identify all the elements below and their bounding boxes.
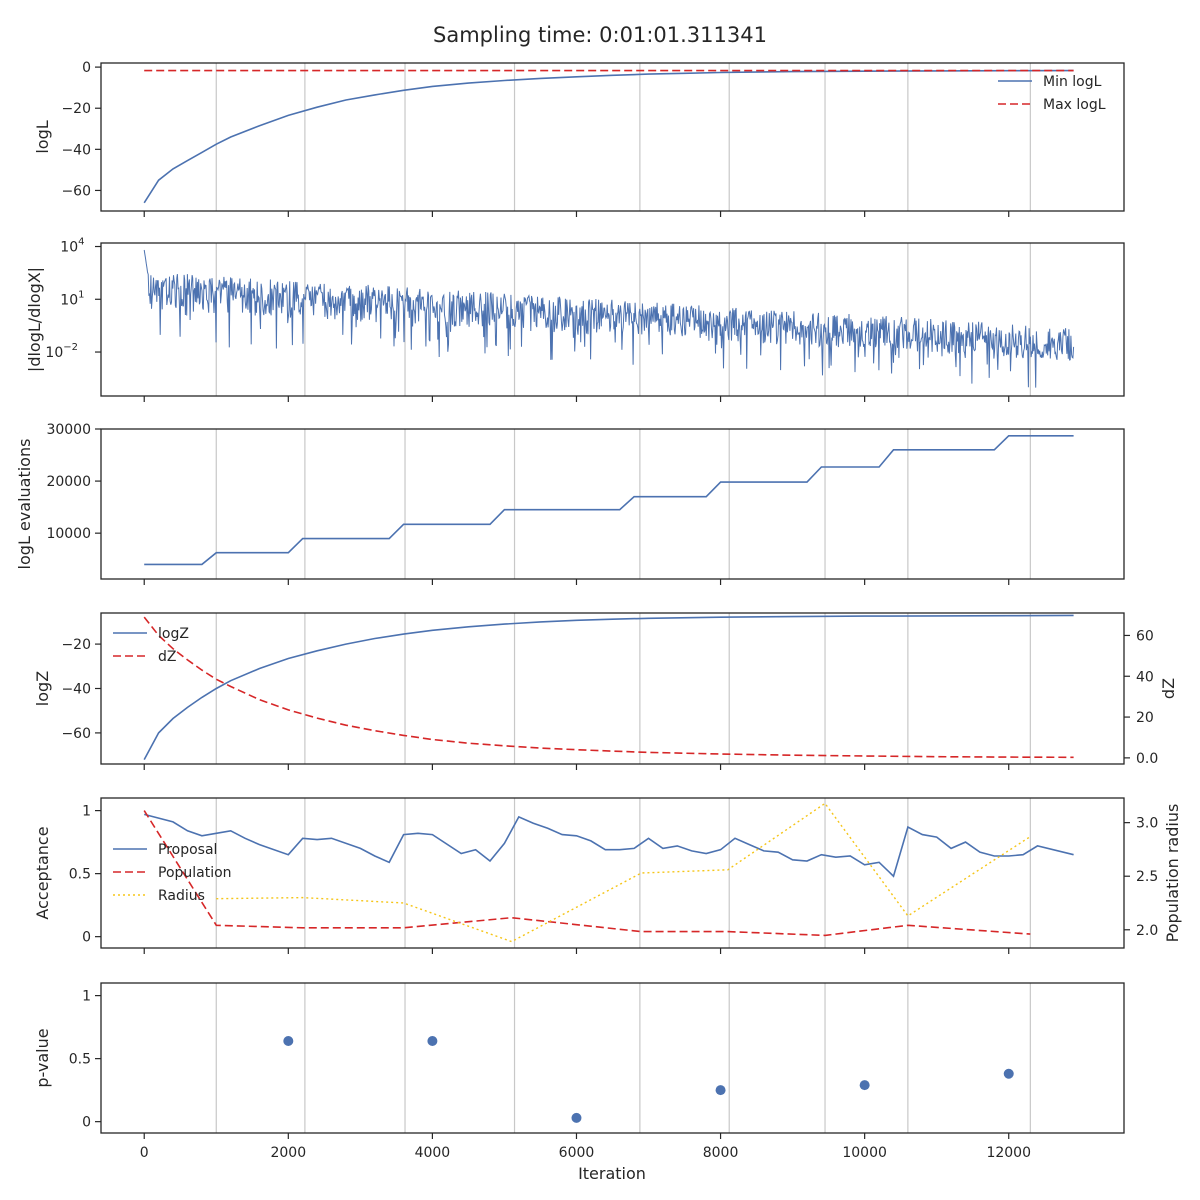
series-logz <box>143 614 1074 760</box>
y-axis-label: |dlogL/dlogX| <box>25 267 44 372</box>
y-axis-label: logL evaluations <box>15 439 34 570</box>
legend-label-min-logl: Min logL <box>1043 74 1102 90</box>
panel-3: 10000 20000 30000 logL evaluations <box>15 422 1125 585</box>
y-right-tick-label: 60 <box>1136 628 1154 644</box>
y-tick-label: 104 <box>60 237 84 256</box>
y-tick-label: −60 <box>61 183 91 199</box>
x-tick-label: 6000 <box>559 1145 595 1161</box>
series-min-logl <box>143 69 1074 204</box>
y-tick-label: 10000 <box>46 526 91 542</box>
y-tick-label: −40 <box>61 142 91 158</box>
panel-2: 104 101 10−2|dlogL/dlogX| <box>25 237 1125 402</box>
x-tick-label: 4000 <box>415 1145 451 1161</box>
legend-label-logz: logZ <box>158 626 189 642</box>
axes-frame <box>100 612 1125 765</box>
scatter-point <box>859 1080 870 1091</box>
legend-label-population: Population <box>158 865 232 881</box>
y-right-tick-label: 0.0 <box>1136 751 1158 767</box>
legend-label-radius: Radius <box>158 888 205 904</box>
y-tick-label: 0 <box>82 930 91 946</box>
x-tick-label: 0 <box>140 1145 149 1161</box>
y-tick-label: −20 <box>61 637 91 653</box>
y-axis-label: logL <box>33 120 52 153</box>
y-tick-label: −60 <box>61 726 91 742</box>
figure-title: Sampling time: 0:01:01.311341 <box>433 23 767 47</box>
y-tick-label: 20000 <box>46 474 91 490</box>
series-population <box>143 810 1031 937</box>
legend-label-max-logl: Max logL <box>1043 97 1106 113</box>
y-axis-label: p-value <box>33 1028 52 1087</box>
series-dz <box>143 616 1074 759</box>
y-right-tick-label: 3.0 <box>1136 816 1158 832</box>
y-tick-label: 0.5 <box>69 1052 91 1068</box>
y-tick-label: 10−2 <box>45 342 78 361</box>
x-tick-label: 8000 <box>703 1145 739 1161</box>
y-tick-label: 0 <box>82 1115 91 1131</box>
axes-frame <box>100 242 1125 397</box>
scatter-point <box>1003 1068 1014 1079</box>
x-tick-label: 2000 <box>270 1145 306 1161</box>
x-axis-label: Iteration <box>578 1164 646 1183</box>
y-right-tick-label: 2.5 <box>1136 869 1158 885</box>
axes-frame <box>100 62 1125 212</box>
scatter-point <box>571 1112 582 1123</box>
panel-5: 0 0.5 1 2.0 2.5 3.0 Acceptance Population radiu… <box>33 797 1182 954</box>
y-axis-label: Acceptance <box>33 826 52 919</box>
y-tick-label: 1 <box>82 989 91 1005</box>
panel-4: −20 −40 −60 0.0 20 40 60 logZ dZ logZ dZ <box>33 612 1178 770</box>
legend-label-dz: dZ <box>158 649 176 665</box>
axes-frame <box>100 428 1125 580</box>
series-proposal <box>143 813 1074 878</box>
y-right-axis-label: dZ <box>1159 678 1178 699</box>
series-2-0 <box>143 249 1075 388</box>
y-tick-label: 101 <box>60 289 84 308</box>
y-right-tick-label: 40 <box>1136 669 1154 685</box>
y-tick-label: 0 <box>82 60 91 76</box>
scatter-point <box>715 1085 726 1096</box>
series-3-0 <box>144 434 1074 566</box>
x-tick-label: 10000 <box>842 1145 887 1161</box>
y-right-axis-label: Population radius <box>1163 804 1182 943</box>
y-tick-label: −20 <box>61 101 91 117</box>
panel-6: 0 2000 4000 6000 8000 10000 12000 0 0.5 1 p-value <box>33 982 1125 1161</box>
y-tick-label: 0.5 <box>69 867 91 883</box>
y-tick-label: 30000 <box>46 422 91 438</box>
y-tick-label: 1 <box>82 804 91 820</box>
legend-label-proposal: Proposal <box>158 842 217 858</box>
axes-frame <box>100 797 1125 949</box>
series-radius <box>216 802 1031 943</box>
y-right-tick-label: 20 <box>1136 710 1154 726</box>
y-right-tick-label: 2.0 <box>1136 923 1158 939</box>
y-tick-label: −40 <box>61 682 91 698</box>
axes-frame <box>100 982 1125 1134</box>
scatter-point <box>283 1035 294 1046</box>
x-tick-label: 12000 <box>986 1145 1031 1161</box>
y-axis-label: logZ <box>33 671 52 706</box>
panel-1: 0 −20 −40 −60 logL Min logL Max logL <box>33 60 1125 217</box>
scatter-point <box>427 1035 438 1046</box>
